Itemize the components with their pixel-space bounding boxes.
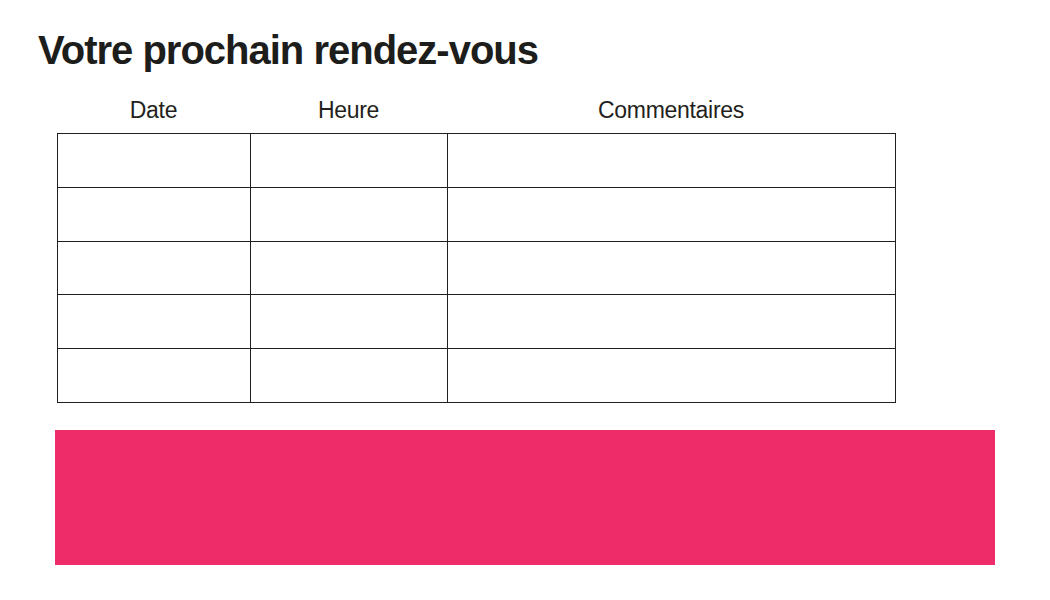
appointment-table xyxy=(57,133,896,403)
table-cell xyxy=(58,134,251,188)
table-cell xyxy=(448,134,896,188)
column-header-heure: Heure xyxy=(250,97,447,124)
table-row xyxy=(58,349,896,403)
table-row xyxy=(58,134,896,188)
table-cell xyxy=(448,187,896,241)
table-cell xyxy=(251,349,448,403)
table-cell xyxy=(58,187,251,241)
table-cell xyxy=(448,349,896,403)
table-cell xyxy=(58,349,251,403)
table-row xyxy=(58,187,896,241)
column-header-commentaires: Commentaires xyxy=(447,97,895,124)
table-cell xyxy=(251,134,448,188)
table-column-headers: Date Heure Commentaires xyxy=(57,92,895,128)
appointment-table-body xyxy=(58,134,896,403)
table-row xyxy=(58,295,896,349)
table-cell xyxy=(251,187,448,241)
table-cell xyxy=(251,241,448,295)
document-page: Votre prochain rendez-vous Date Heure Co… xyxy=(0,0,1050,600)
table-cell xyxy=(251,295,448,349)
pink-banner xyxy=(55,430,995,565)
table-row xyxy=(58,241,896,295)
table-cell xyxy=(58,295,251,349)
table-cell xyxy=(448,241,896,295)
appointment-table-section: Date Heure Commentaires xyxy=(57,92,895,403)
table-cell xyxy=(58,241,251,295)
page-title: Votre prochain rendez-vous xyxy=(38,28,538,73)
column-header-date: Date xyxy=(57,97,250,124)
table-cell xyxy=(448,295,896,349)
